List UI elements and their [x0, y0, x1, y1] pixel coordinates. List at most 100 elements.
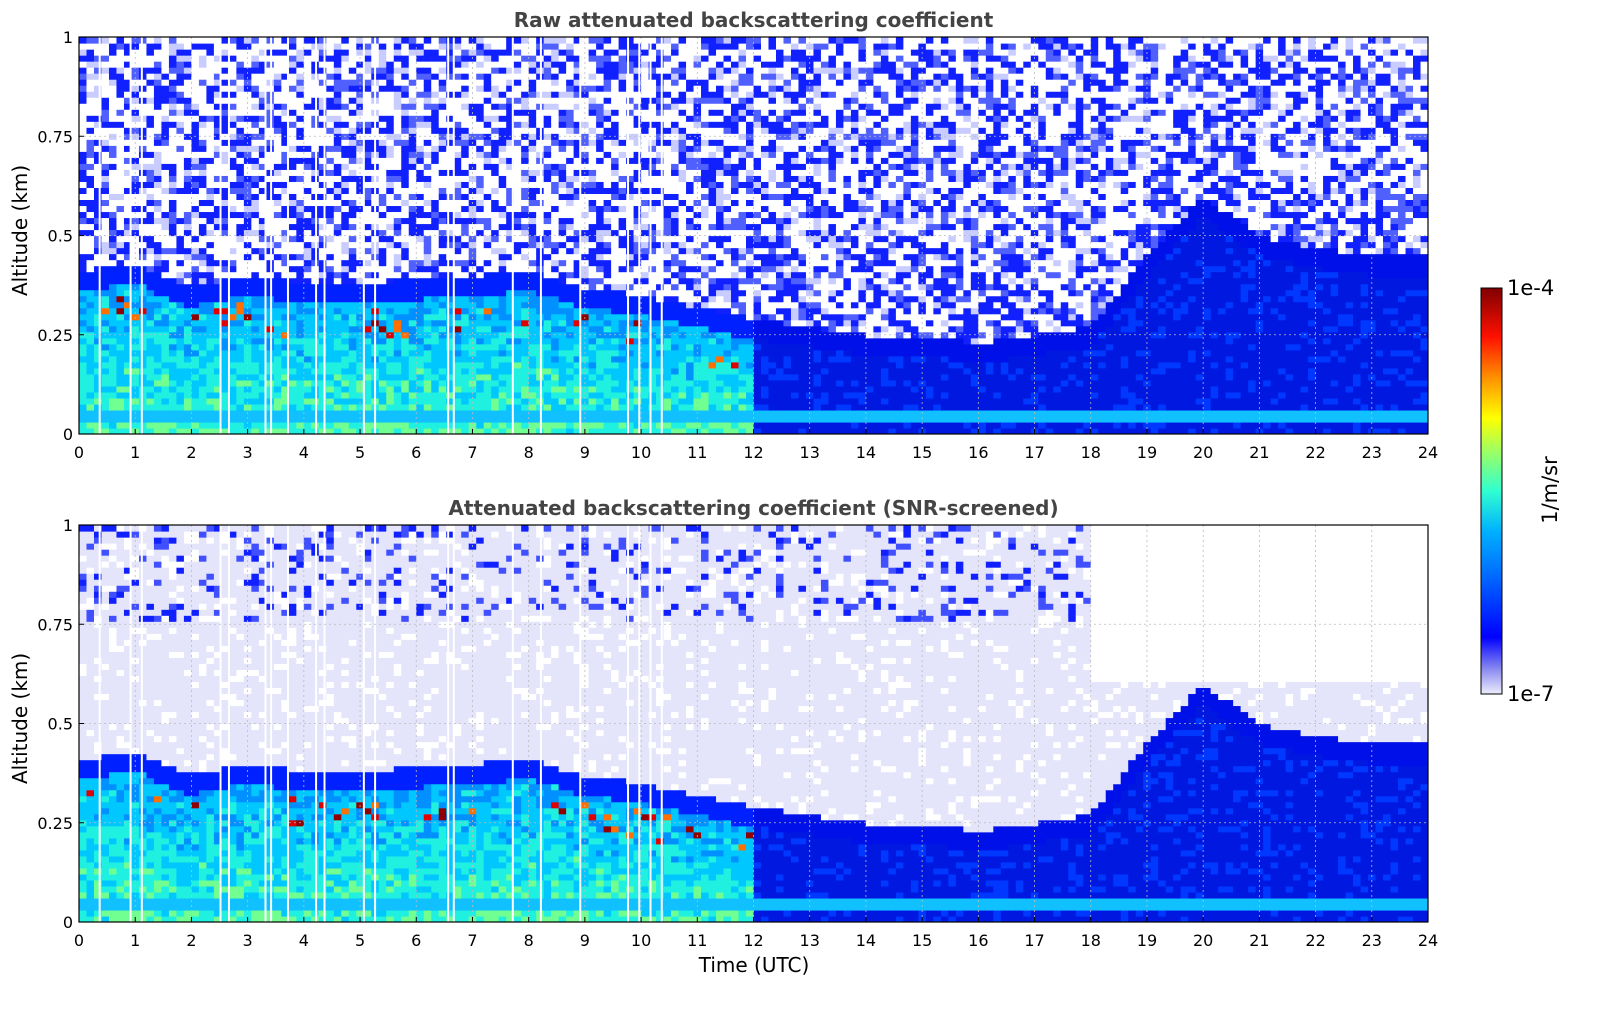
heatmap-cell [176, 361, 185, 369]
heatmap-cell [326, 223, 335, 231]
heatmap-cell [131, 397, 140, 405]
heatmap-cell [191, 127, 200, 134]
heatmap-cell [101, 403, 110, 411]
heatmap-cell [123, 79, 133, 86]
heatmap-cell [356, 337, 365, 345]
heatmap-cell [401, 199, 410, 207]
heatmap-cell [386, 127, 395, 134]
heatmap-cell [326, 193, 335, 201]
heatmap-cell [401, 259, 410, 267]
heatmap-cell [221, 391, 230, 399]
heatmap-cell [213, 265, 222, 273]
heatmap-cell [116, 139, 125, 146]
heatmap-cell [213, 43, 222, 50]
heatmap-cell [618, 181, 627, 188]
heatmap-cell [551, 313, 560, 321]
heatmap-cell [236, 415, 245, 423]
heatmap-cell [446, 55, 455, 62]
heatmap-cell [153, 337, 163, 345]
heatmap-cell [101, 199, 110, 207]
heatmap-cell [288, 301, 297, 309]
heatmap-cell [206, 337, 215, 345]
heatmap-cell [566, 379, 575, 387]
heatmap-cell [393, 349, 402, 357]
heatmap-cell [206, 319, 215, 327]
heatmap-cell [228, 379, 237, 387]
heatmap-cell [588, 139, 597, 146]
heatmap-cell [521, 73, 530, 80]
heatmap-cell [191, 211, 200, 219]
heatmap-cell [176, 337, 185, 345]
heatmap-cell [626, 283, 635, 291]
heatmap-cell [558, 151, 567, 158]
heatmap-cell [611, 319, 620, 327]
heatmap-cell [453, 265, 462, 273]
heatmap-cell [333, 259, 342, 267]
heatmap-cell [558, 367, 567, 375]
heatmap-cell [258, 277, 267, 285]
heatmap-cell [243, 415, 252, 423]
heatmap-cell [528, 265, 537, 273]
heatmap-cell [281, 175, 290, 182]
heatmap-cell [221, 151, 230, 158]
heatmap-cell [506, 295, 515, 303]
heatmap-cell [221, 343, 230, 351]
heatmap-cell [168, 379, 178, 387]
heatmap-cell [296, 181, 305, 188]
heatmap-cell [386, 415, 395, 423]
heatmap-cell [153, 391, 163, 399]
heatmap-cell [86, 241, 95, 249]
heatmap-cell [566, 145, 575, 152]
heatmap-cell [198, 325, 207, 333]
heatmap-cell [431, 163, 440, 170]
heatmap-cell [213, 115, 222, 122]
heatmap-cell [513, 391, 522, 399]
heatmap-cell [161, 163, 170, 170]
heatmap-cell [191, 325, 200, 333]
heatmap-cell [641, 373, 650, 381]
heatmap-cell [258, 217, 267, 225]
heatmap-cell [468, 103, 477, 110]
heatmap-cell [491, 223, 500, 231]
heatmap-cell [611, 217, 620, 225]
heatmap-cell [228, 331, 237, 339]
heatmap-cell [198, 289, 207, 297]
heatmap-cell [108, 115, 118, 122]
heatmap-cell [198, 421, 207, 429]
heatmap-cell [191, 139, 200, 146]
heatmap-cell [641, 367, 650, 375]
heatmap-cell [476, 79, 485, 86]
heatmap-cell [79, 277, 88, 285]
heatmap-cell [258, 283, 267, 291]
heatmap-cell [386, 67, 395, 74]
heatmap-cell [603, 307, 612, 315]
heatmap-cell [86, 295, 95, 303]
heatmap-cell [491, 265, 500, 273]
heatmap-cell [401, 265, 410, 273]
heatmap-cell [468, 151, 477, 158]
heatmap-cell [243, 181, 252, 188]
heatmap-cell [93, 91, 103, 98]
heatmap-cell [168, 157, 178, 164]
heatmap-cell [461, 391, 470, 399]
heatmap-cell [423, 157, 432, 164]
heatmap-cell [543, 265, 552, 273]
heatmap-cell [363, 61, 372, 68]
heatmap-cell [206, 181, 215, 188]
heatmap-cell [93, 145, 103, 152]
heatmap-cell [498, 109, 507, 116]
heatmap-cell [258, 67, 267, 74]
heatmap-cell [491, 115, 500, 122]
heatmap-cell [558, 307, 567, 315]
heatmap-cell [236, 91, 245, 98]
heatmap-cell [626, 229, 635, 237]
heatmap-cell [258, 397, 267, 405]
heatmap-cell [213, 127, 222, 134]
heatmap-cell [506, 385, 515, 393]
heatmap-cell [626, 409, 635, 417]
heatmap-cell [461, 109, 470, 116]
heatmap-cell [341, 355, 350, 363]
heatmap-cell [633, 223, 642, 231]
heatmap-cell [438, 193, 447, 201]
heatmap-cell [206, 205, 215, 213]
